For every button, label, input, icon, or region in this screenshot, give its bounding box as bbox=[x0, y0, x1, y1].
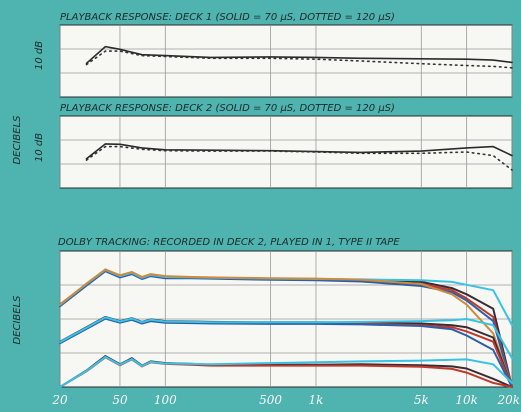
series-line-1-1 bbox=[85, 145, 513, 171]
series-line-0-1 bbox=[85, 50, 513, 69]
series-line-2-4 bbox=[59, 268, 513, 388]
y-axis-label-dolby: DECIBELS bbox=[12, 295, 23, 345]
x-tick-label-5k: 5k bbox=[414, 393, 429, 407]
scale-label-deck1: 10 dB bbox=[34, 41, 45, 70]
chart-title-dolby: DOLBY TRACKING: RECORDED IN DECK 2, PLAY… bbox=[58, 237, 400, 248]
series-deck1 bbox=[85, 45, 513, 69]
y-axis-label-playback: DECIBELS bbox=[12, 115, 23, 165]
series-line-2-8 bbox=[59, 316, 513, 360]
grid-dolby bbox=[59, 251, 513, 387]
x-tick-label-1k: 1k bbox=[309, 393, 324, 407]
x-tick-label-10k: 10k bbox=[455, 393, 478, 407]
chart-title-deck2: PLAYBACK RESPONSE: DECK 2 (SOLID = 70 µS… bbox=[60, 103, 395, 114]
x-tick-label-20k: 20k bbox=[496, 393, 520, 407]
series-line-0-0 bbox=[85, 45, 513, 65]
series-dolby bbox=[59, 268, 513, 388]
scale-label-deck2: 10 dB bbox=[34, 133, 45, 162]
x-tick-label-500: 500 bbox=[259, 393, 282, 407]
grid-deck1 bbox=[59, 25, 513, 97]
x-tick-label-50: 50 bbox=[112, 393, 128, 407]
x-tick-label-20: 20 bbox=[51, 393, 68, 407]
chart-title-deck1: PLAYBACK RESPONSE: DECK 1 (SOLID = 70 µS… bbox=[60, 12, 395, 23]
series-line-2-11 bbox=[59, 355, 513, 388]
series-deck2 bbox=[85, 143, 513, 171]
x-tick-labels: 20 50 100 500 1k 5k 10k 20k bbox=[51, 393, 520, 407]
plot-area-deck1 bbox=[59, 24, 513, 98]
x-tick-label-100: 100 bbox=[154, 393, 177, 407]
series-line-2-7 bbox=[59, 317, 513, 388]
